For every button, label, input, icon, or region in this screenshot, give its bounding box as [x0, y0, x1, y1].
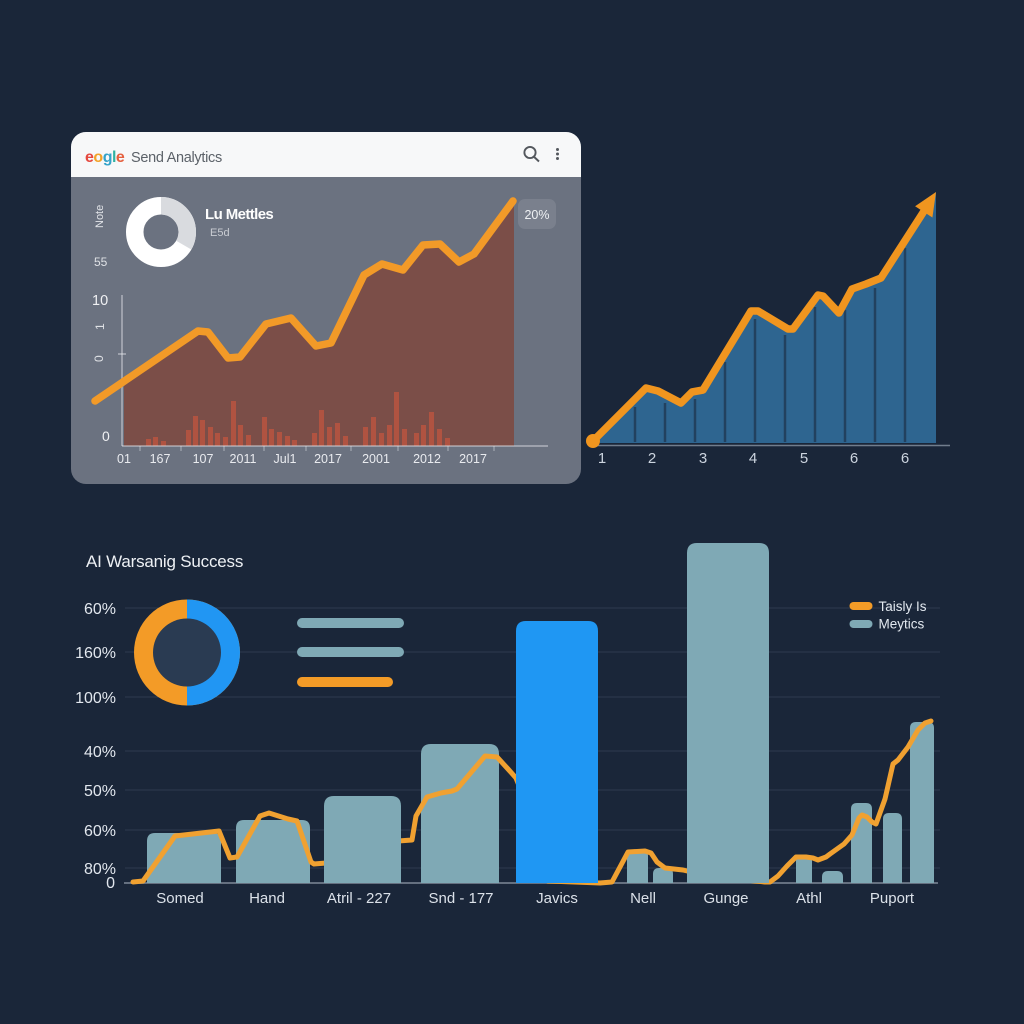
svg-text:2017: 2017: [314, 452, 342, 466]
svg-text:160%: 160%: [75, 645, 116, 662]
svg-text:E5d: E5d: [210, 227, 230, 239]
svg-text:2: 2: [648, 450, 656, 467]
svg-text:5: 5: [800, 450, 808, 467]
svg-text:Hand: Hand: [249, 890, 285, 907]
svg-text:Puport: Puport: [870, 890, 915, 907]
svg-text:0: 0: [106, 875, 115, 892]
svg-text:3: 3: [699, 450, 707, 467]
svg-text:167: 167: [150, 452, 171, 466]
svg-text:2011: 2011: [230, 452, 257, 466]
svg-text:0: 0: [92, 355, 106, 362]
svg-text:Nell: Nell: [630, 890, 656, 907]
svg-text:2012: 2012: [413, 452, 441, 466]
svg-text:Taisly Is: Taisly Is: [879, 599, 927, 614]
svg-text:01: 01: [117, 452, 131, 466]
svg-text:2017: 2017: [459, 452, 487, 466]
svg-text:10: 10: [92, 293, 108, 309]
svg-text:Athl: Athl: [796, 890, 822, 907]
svg-text:107: 107: [193, 452, 214, 466]
svg-text:55: 55: [94, 255, 108, 269]
svg-text:0: 0: [102, 428, 110, 444]
svg-text:1: 1: [93, 323, 107, 330]
svg-text:80%: 80%: [84, 861, 116, 878]
svg-text:eogle: eogle: [85, 149, 125, 166]
svg-text:6: 6: [850, 450, 858, 467]
svg-text:1: 1: [598, 450, 606, 467]
svg-text:50%: 50%: [84, 783, 116, 800]
svg-text:4: 4: [749, 450, 757, 467]
svg-text:Gunge: Gunge: [703, 890, 748, 907]
svg-text:Somed: Somed: [156, 890, 204, 907]
svg-text:Meytics: Meytics: [879, 617, 925, 632]
svg-text:2001: 2001: [362, 452, 390, 466]
svg-text:20%: 20%: [524, 208, 549, 222]
svg-text:40%: 40%: [84, 744, 116, 761]
svg-text:Note: Note: [94, 205, 106, 228]
svg-text:60%: 60%: [84, 823, 116, 840]
svg-text:AI Warsanig Success: AI Warsanig Success: [86, 552, 243, 571]
svg-text:Send Analytics: Send Analytics: [131, 150, 222, 166]
svg-text:60%: 60%: [84, 601, 116, 618]
svg-text:Jul1: Jul1: [274, 452, 297, 466]
svg-text:Lu Mettles: Lu Mettles: [205, 206, 273, 223]
svg-text:Snd - 177: Snd - 177: [428, 890, 493, 907]
svg-text:Javics: Javics: [536, 890, 578, 907]
svg-text:Atril - 227: Atril - 227: [327, 890, 391, 907]
svg-text:6: 6: [901, 450, 909, 467]
svg-text:100%: 100%: [75, 690, 116, 707]
